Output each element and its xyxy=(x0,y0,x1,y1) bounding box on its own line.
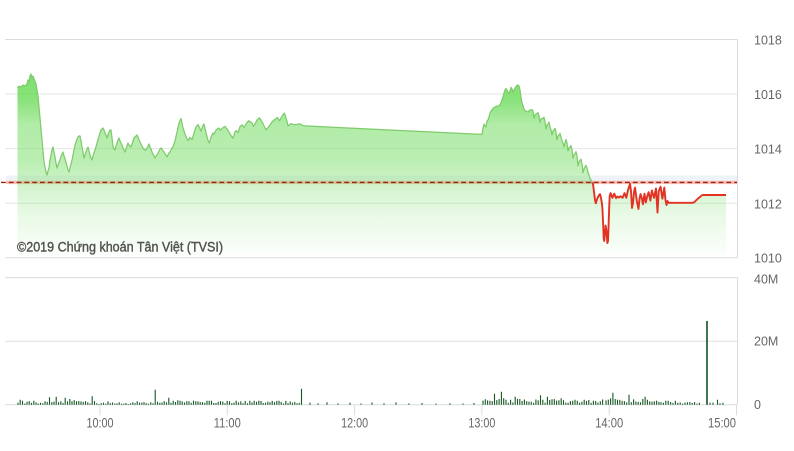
svg-text:40M: 40M xyxy=(754,273,778,287)
svg-text:1018: 1018 xyxy=(754,34,782,48)
svg-text:13:00: 13:00 xyxy=(468,416,495,431)
svg-text:©2019 Chứng khoán Tân Việt (TV: ©2019 Chứng khoán Tân Việt (TVSI) xyxy=(17,239,223,254)
svg-text:1016: 1016 xyxy=(754,88,782,102)
svg-text:15:00: 15:00 xyxy=(708,416,736,431)
svg-text:0: 0 xyxy=(754,398,761,412)
svg-text:11:00: 11:00 xyxy=(214,416,241,431)
svg-text:14:00: 14:00 xyxy=(595,416,623,431)
svg-text:1012: 1012 xyxy=(754,198,782,212)
svg-text:1010: 1010 xyxy=(754,252,782,266)
svg-text:12:00: 12:00 xyxy=(341,416,368,431)
svg-text:20M: 20M xyxy=(754,335,778,349)
svg-text:10:00: 10:00 xyxy=(87,416,114,431)
svg-text:1014: 1014 xyxy=(754,143,782,157)
